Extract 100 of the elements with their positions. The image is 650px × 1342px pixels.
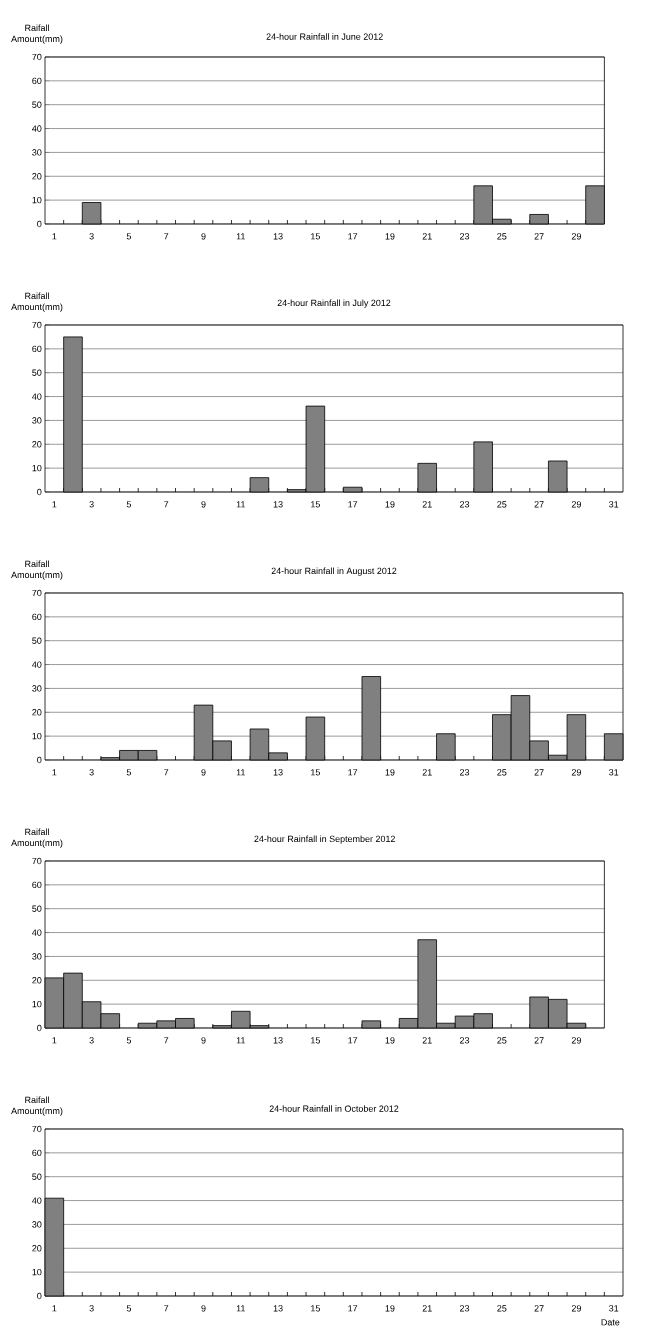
y-tick-label: 10: [32, 464, 42, 472]
y-tick-label: 0: [37, 220, 42, 228]
x-tick-label: 3: [89, 769, 94, 776]
y-tick-label: 50: [32, 101, 42, 108]
x-tick-label: 27: [534, 501, 544, 508]
x-tick-label: 9: [201, 1037, 206, 1044]
x-tick-label: 3: [89, 1305, 94, 1312]
y-tick-label: 70: [32, 857, 42, 865]
x-tick-label: 15: [311, 1037, 320, 1044]
x-tick-label: 29: [571, 769, 581, 776]
y-tick-label: 0: [37, 488, 42, 496]
y-tick-label: 20: [32, 977, 42, 984]
y-tick-label: 40: [32, 125, 42, 132]
x-tick-label: 11: [236, 501, 245, 508]
x-tick-label: 23: [459, 1037, 470, 1044]
x-tick-label: 19: [385, 233, 395, 240]
y-tick-label: 10: [32, 732, 42, 740]
x-tick-label: 25: [497, 1305, 507, 1312]
y-tick-label: 20: [32, 1245, 42, 1252]
x-tick-label: 11: [236, 1037, 245, 1044]
x-tick-label: 27: [534, 233, 544, 240]
y-tick-label: 50: [32, 637, 42, 644]
chart-title: 24-hour Rainfall in October 2012: [269, 1105, 399, 1112]
x-tick-label: 15: [311, 1305, 320, 1312]
x-tick-label: 31: [609, 501, 619, 508]
x-tick-label: 1: [52, 1305, 57, 1312]
x-tick-label: 29: [571, 1305, 581, 1312]
y-tick-label: 50: [32, 369, 42, 376]
x-tick-label: 29: [571, 1037, 581, 1044]
x-tick-label: 7: [164, 501, 169, 508]
x-tick-label: 23: [459, 233, 470, 240]
x-tick-label: 3: [89, 1037, 94, 1044]
x-tick-label: 21: [422, 1305, 432, 1312]
x-tick-label: 13: [273, 501, 283, 508]
y-tick-label: 70: [32, 1125, 42, 1133]
x-tick-label: 23: [459, 1305, 470, 1312]
y-tick-label: 40: [32, 661, 42, 668]
y-tick-label: 70: [32, 321, 42, 329]
x-tick-label: 7: [164, 233, 169, 240]
x-tick-label: 5: [126, 1037, 132, 1044]
y-tick-label: 30: [32, 149, 42, 156]
y-tick-label: 60: [32, 1149, 42, 1157]
y-axis-title: Raifall Amount(mm): [11, 560, 63, 580]
y-tick-label: 20: [32, 173, 42, 180]
x-tick-label: 19: [385, 769, 395, 776]
x-tick-label: 15: [311, 501, 320, 508]
x-tick-label: 17: [348, 1305, 358, 1312]
x-tick-label: 27: [534, 1305, 544, 1312]
x-tick-label: 9: [201, 501, 206, 508]
y-axis-title: Raifall Amount(mm): [11, 292, 63, 312]
x-tick-label: 9: [201, 233, 206, 240]
y-tick-label: 30: [32, 685, 42, 692]
x-tick-label: 15: [311, 769, 320, 776]
x-tick-label: 23: [459, 501, 470, 508]
y-tick-label: 10: [32, 1268, 42, 1276]
chart-title: 24-hour Rainfall in July 2012: [277, 299, 391, 308]
x-tick-label: 19: [385, 501, 395, 508]
x-tick-label: 3: [89, 501, 94, 508]
x-tick-label: 13: [273, 769, 283, 776]
x-tick-label: 17: [348, 769, 358, 776]
y-tick-label: 60: [32, 345, 42, 353]
x-tick-label: 25: [497, 501, 507, 508]
x-tick-label: 25: [497, 1037, 507, 1044]
x-tick-label: 25: [497, 233, 507, 240]
x-tick-label: 1: [52, 769, 57, 776]
x-tick-label: 27: [534, 1037, 544, 1044]
chart-title: 24-hour Rainfall in June 2012: [266, 33, 383, 40]
y-tick-label: 40: [32, 929, 42, 936]
x-tick-label: 13: [273, 1037, 283, 1044]
y-tick-label: 70: [32, 53, 42, 61]
y-axis-title: Raifall Amount(mm): [11, 1096, 63, 1116]
y-tick-label: 60: [32, 77, 42, 85]
x-tick-label: 11: [236, 1305, 245, 1312]
chart-title: 24-hour Rainfall in August 2012: [271, 567, 397, 576]
x-tick-label: 5: [126, 501, 132, 508]
x-tick-label: 19: [385, 1305, 395, 1312]
x-tick-label: 19: [385, 1037, 395, 1044]
y-tick-label: 60: [32, 881, 42, 889]
y-tick-label: 30: [32, 953, 42, 960]
x-tick-label: 7: [164, 1037, 169, 1044]
x-tick-label: 5: [126, 233, 132, 240]
y-tick-label: 60: [32, 613, 42, 621]
y-tick-label: 10: [32, 1000, 42, 1008]
x-tick-label: 27: [534, 769, 544, 776]
y-tick-label: 50: [32, 905, 42, 912]
x-tick-label: 15: [311, 233, 320, 240]
x-tick-label: 11: [236, 233, 245, 240]
x-tick-label: 13: [273, 1305, 283, 1312]
x-axis-title: Date: [601, 1319, 620, 1326]
x-tick-label: 5: [126, 1305, 132, 1312]
y-tick-label: 40: [32, 393, 42, 400]
x-tick-label: 9: [201, 1305, 206, 1312]
x-tick-label: 21: [422, 501, 432, 508]
y-tick-label: 10: [32, 196, 42, 204]
y-tick-label: 0: [37, 1024, 42, 1032]
y-tick-label: 20: [32, 709, 42, 716]
x-tick-label: 13: [273, 233, 283, 240]
y-tick-label: 30: [32, 417, 42, 424]
x-tick-label: 21: [422, 233, 432, 240]
x-tick-label: 17: [348, 501, 358, 508]
